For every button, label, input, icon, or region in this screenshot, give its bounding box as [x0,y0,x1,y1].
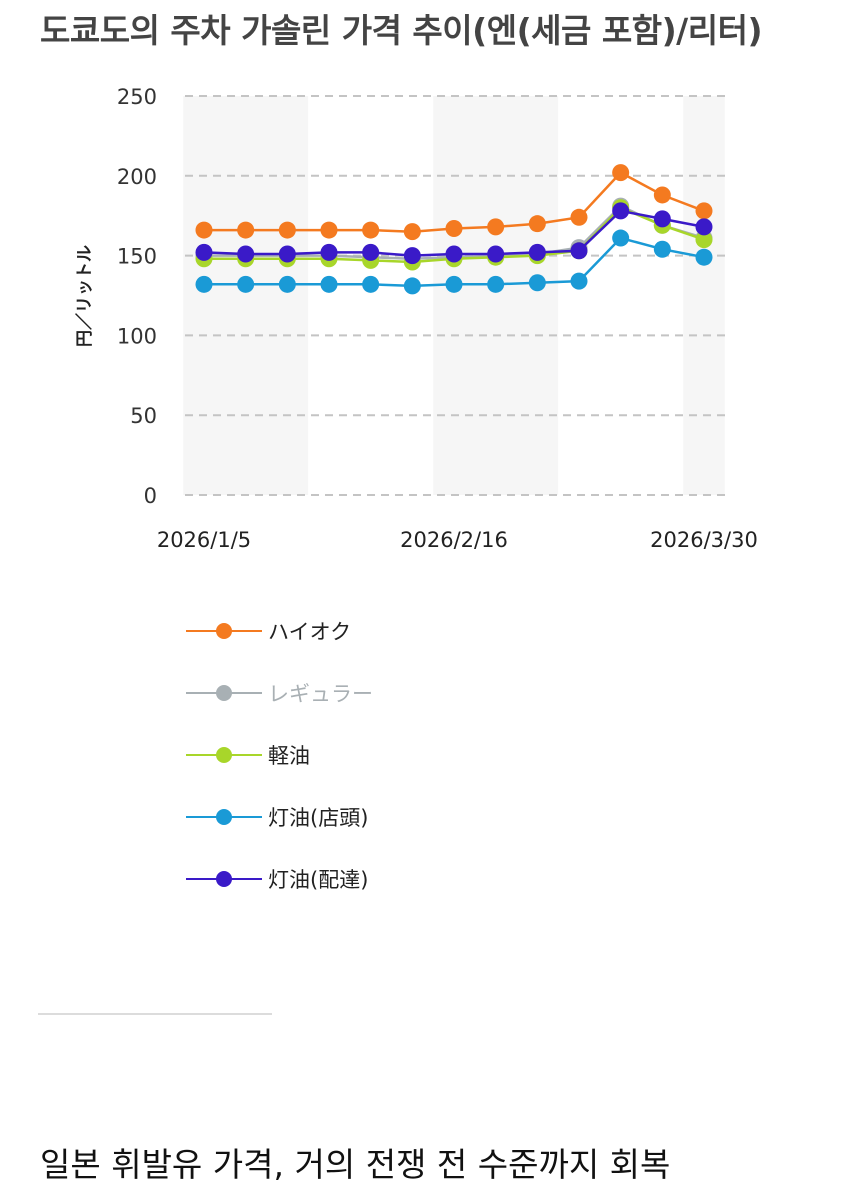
legend-label: 灯油(配達) [268,868,369,892]
legend-label: レギュラー [268,682,373,706]
data-point [695,202,713,220]
legend-item-kerosene-store[interactable]: 灯油(店頭) [186,786,373,848]
data-point [570,242,588,260]
data-point [445,219,463,237]
data-point [653,210,671,228]
data-point [445,275,463,293]
data-point [695,248,713,266]
chart-background-band [683,96,725,495]
legend: ハイオク レギュラー 軽油 灯油(店頭) 灯油(配達) [186,600,373,910]
legend-swatch-icon [186,673,262,713]
data-point [362,243,380,261]
data-point [612,229,630,247]
legend-item-kerosene-delivery[interactable]: 灯油(配達) [186,848,373,910]
data-point [528,243,546,261]
y-tick-label: 50 [130,404,157,428]
data-point [612,164,630,182]
legend-swatch-icon [186,859,262,899]
data-point [528,215,546,233]
y-tick-label: 150 [117,245,157,269]
data-point [362,275,380,293]
data-point [362,221,380,239]
data-point [237,245,255,263]
chart-background-band [433,96,559,495]
legend-label: ハイオク [268,620,352,644]
data-point [320,243,338,261]
legend-item-regular[interactable]: レギュラー [186,662,373,724]
data-point [528,274,546,292]
section-divider [38,1013,272,1015]
data-point [195,275,213,293]
data-point [320,275,338,293]
data-point [570,208,588,226]
data-point [403,223,421,241]
x-tick-label: 2026/3/30 [650,528,758,552]
data-point [278,221,296,239]
data-point [695,218,713,236]
legend-swatch-icon [186,611,262,651]
line-chart: 0 50 100 150 200 250 円／リットル 2026/1/5 2026/2/16 20… [74,85,758,552]
data-point [487,275,505,293]
y-tick-label: 200 [117,165,157,189]
article-headline[interactable]: 일본 휘발유 가격, 거의 전쟁 전 수준까지 회복 [40,1145,671,1184]
y-tick-label: 100 [117,324,157,348]
data-point [403,247,421,265]
data-point [278,245,296,263]
y-tick-label: 250 [117,85,157,109]
y-axis-label: 円／リットル [74,245,95,347]
data-point [487,245,505,263]
data-point [237,275,255,293]
data-point [195,221,213,239]
x-tick-label: 2026/2/16 [400,528,508,552]
data-point [653,186,671,204]
legend-swatch-icon [186,735,262,775]
data-point [612,202,630,220]
legend-label: 軽油 [268,744,310,768]
data-point [487,218,505,236]
data-point [403,277,421,295]
legend-item-diesel[interactable]: 軽油 [186,724,373,786]
legend-label: 灯油(店頭) [268,806,369,830]
legend-item-high-octane[interactable]: ハイオク [186,600,373,662]
data-point [195,243,213,261]
legend-swatch-icon [186,797,262,837]
data-point [570,272,588,290]
data-point [653,240,671,258]
y-tick-label: 0 [144,484,157,508]
data-point [695,231,713,249]
x-tick-label: 2026/1/5 [157,528,251,552]
data-point [237,221,255,239]
data-point [278,275,296,293]
data-point [320,221,338,239]
page-title: 도쿄도의 주차 가솔린 가격 추이(엔(세금 포함)/리터) [40,11,763,50]
data-point [445,245,463,263]
chart-background-band [183,96,309,495]
